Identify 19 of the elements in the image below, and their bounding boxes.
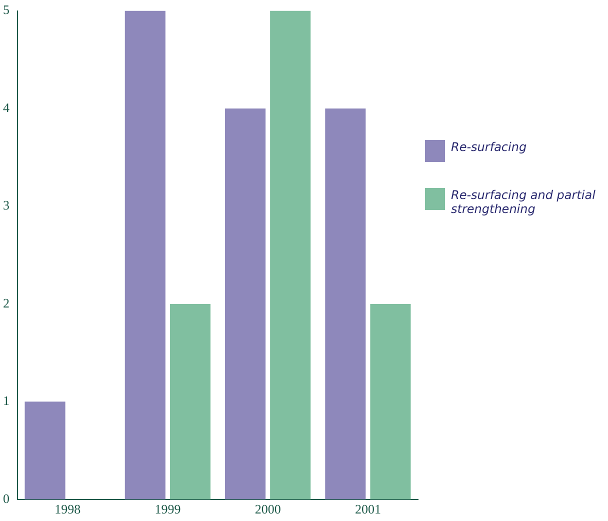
y-tick-label: 2 [3, 295, 10, 310]
x-tick-label: 1999 [154, 502, 181, 517]
y-tick-label: 1 [3, 393, 10, 408]
x-tick-label: 1998 [54, 502, 81, 517]
bar [124, 10, 166, 500]
bar [270, 10, 311, 500]
bar [170, 304, 210, 500]
legend-label: Re-surfacing and partial strengthening [451, 188, 596, 216]
y-tick-label: 4 [3, 100, 10, 115]
legend-label: Re-surfacing [451, 140, 527, 154]
y-tick-label: 5 [3, 2, 10, 18]
x-tick-label: 2001 [354, 502, 381, 517]
x-tick-label: 2000 [254, 502, 281, 517]
bar [370, 304, 411, 500]
bar [24, 402, 66, 500]
y-tick-label: 0 [3, 490, 10, 506]
bar [225, 108, 266, 500]
y-tick-label: 3 [3, 198, 10, 213]
bar [325, 108, 366, 500]
